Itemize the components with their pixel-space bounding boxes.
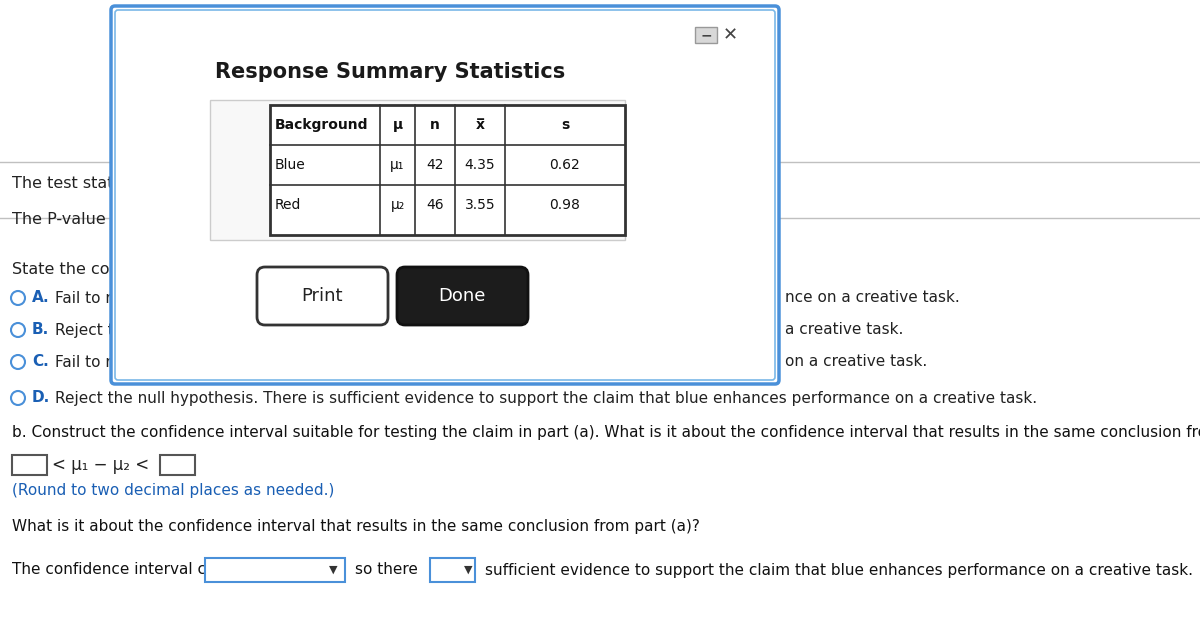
- Text: Fail to reje: Fail to reje: [55, 354, 134, 369]
- Text: n: n: [430, 118, 440, 132]
- Text: ✕: ✕: [722, 26, 738, 44]
- Text: The P-value is: The P-value is: [12, 212, 124, 227]
- Text: Blue: Blue: [275, 158, 306, 172]
- Text: Done: Done: [438, 287, 486, 305]
- Bar: [205, 558, 346, 582]
- Bar: [430, 558, 475, 582]
- Text: D.: D.: [32, 391, 50, 406]
- Text: μ₁: μ₁: [390, 158, 404, 172]
- Text: 42: 42: [426, 158, 444, 172]
- Bar: [12, 455, 47, 475]
- Text: B.: B.: [32, 323, 49, 338]
- Text: Print: Print: [301, 287, 343, 305]
- Text: 4.35: 4.35: [464, 158, 496, 172]
- Text: < μ₁ − μ₂ <: < μ₁ − μ₂ <: [52, 456, 149, 474]
- Bar: [160, 455, 194, 475]
- Text: 0.98: 0.98: [550, 198, 581, 212]
- Text: (Round to two decimal places as needed.): (Round to two decimal places as needed.): [12, 482, 335, 498]
- FancyBboxPatch shape: [112, 6, 779, 384]
- Text: Reject the null hypothesis. There is sufficient evidence to support the claim th: Reject the null hypothesis. There is suf…: [55, 391, 1037, 406]
- Text: 0.62: 0.62: [550, 158, 581, 172]
- Text: Background: Background: [275, 118, 368, 132]
- Text: Reject the: Reject the: [55, 323, 133, 338]
- Text: x̅: x̅: [475, 118, 485, 132]
- Text: Red: Red: [275, 198, 301, 212]
- Text: sufficient evidence to support the claim that blue enhances performance on a cre: sufficient evidence to support the claim…: [485, 563, 1193, 578]
- Text: a creative task.: a creative task.: [785, 323, 904, 338]
- Text: on a creative task.: on a creative task.: [785, 354, 928, 369]
- Text: Response Summary Statistics: Response Summary Statistics: [215, 62, 565, 82]
- FancyBboxPatch shape: [257, 267, 388, 325]
- Text: −: −: [700, 28, 712, 42]
- Bar: [270, 105, 625, 235]
- Text: so there: so there: [355, 563, 418, 578]
- Text: ▼: ▼: [463, 565, 473, 575]
- Bar: [120, 211, 150, 229]
- Bar: [695, 27, 718, 43]
- Text: nce on a creative task.: nce on a creative task.: [785, 290, 960, 305]
- Text: μ: μ: [392, 118, 402, 132]
- Text: Fail to reje: Fail to reje: [55, 290, 134, 305]
- Text: C.: C.: [32, 354, 49, 369]
- Text: What is it about the confidence interval that results in the same conclusion fro: What is it about the confidence interval…: [12, 520, 700, 535]
- Text: ▼: ▼: [329, 565, 337, 575]
- Bar: [210, 100, 625, 240]
- Text: A.: A.: [32, 290, 49, 305]
- Text: μ₂: μ₂: [390, 198, 404, 212]
- FancyBboxPatch shape: [397, 267, 528, 325]
- Text: The confidence interval contains: The confidence interval contains: [12, 563, 263, 578]
- Text: The test statistic,: The test statistic,: [12, 176, 151, 191]
- Text: 3.55: 3.55: [464, 198, 496, 212]
- Text: State the conclusi: State the conclusi: [12, 262, 156, 277]
- Text: s: s: [560, 118, 569, 132]
- Text: b. Construct the confidence interval suitable for testing the claim in part (a).: b. Construct the confidence interval sui…: [12, 424, 1200, 439]
- Text: 46: 46: [426, 198, 444, 212]
